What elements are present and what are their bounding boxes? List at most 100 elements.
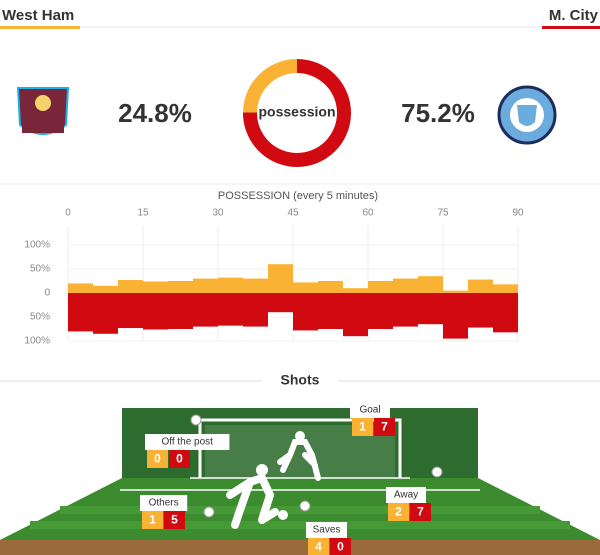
bar — [318, 281, 343, 293]
bar — [368, 293, 393, 329]
stat-value: 2 — [395, 505, 402, 519]
stat-value: 7 — [381, 420, 388, 434]
bar — [468, 279, 493, 293]
stat-box — [388, 503, 409, 521]
bar — [443, 290, 468, 293]
y-tick-label: 50% — [30, 312, 50, 323]
x-tick-label: 75 — [437, 208, 449, 219]
y-tick-label: 100% — [24, 336, 50, 347]
away-team: M. City — [549, 7, 599, 24]
home-team: West Ham — [2, 7, 74, 24]
bar — [143, 293, 168, 330]
stat-label: Off the post — [161, 437, 213, 448]
bar — [318, 293, 343, 329]
possession-chart: 0 15 30 45 60 75 90 100% 50% 0 50% 100% — [24, 208, 524, 347]
bar — [493, 293, 518, 333]
away-arc — [243, 59, 351, 167]
shot-marker — [299, 500, 311, 512]
stat-value: 0 — [337, 540, 344, 554]
shots-title: Shots — [281, 372, 320, 388]
bar — [193, 278, 218, 293]
away-underline — [542, 26, 600, 29]
x-tick-label: 45 — [287, 208, 299, 219]
stat-label-box — [306, 522, 347, 538]
stat-value: 0 — [154, 452, 161, 466]
home-possession: 24.8% — [118, 98, 192, 128]
bar — [118, 280, 143, 293]
x-tick-label: 30 — [212, 208, 224, 219]
chart-title: POSSESSION (every 5 minutes) — [218, 190, 378, 202]
bar — [368, 281, 393, 293]
bar — [168, 293, 193, 329]
bar — [268, 264, 293, 293]
bar — [218, 277, 243, 293]
bar — [293, 293, 318, 331]
home-arc — [243, 59, 298, 113]
stat-label-box — [140, 495, 188, 511]
stat-box — [147, 450, 168, 468]
shot-marker — [190, 414, 202, 426]
bar — [343, 288, 368, 293]
stat-box — [374, 418, 395, 436]
stat-label-box — [386, 487, 426, 503]
donut-label: possession — [258, 104, 335, 120]
x-tick-label: 60 — [362, 208, 374, 219]
bar — [68, 293, 93, 332]
x-tick-label: 0 — [65, 208, 71, 219]
stat-box — [308, 538, 329, 555]
bar — [418, 293, 443, 325]
stat-box — [410, 503, 431, 521]
stat-value: 4 — [315, 540, 322, 554]
bar — [218, 293, 243, 326]
stat-value: 1 — [149, 513, 156, 527]
bar — [393, 293, 418, 327]
bar — [68, 283, 93, 293]
home-underline — [0, 26, 80, 29]
stat-label-box — [350, 402, 390, 418]
bar — [293, 282, 318, 293]
bar — [343, 293, 368, 337]
stat-label: Saves — [313, 525, 341, 536]
y-tick-label: 100% — [24, 240, 50, 251]
stat-label: Away — [394, 490, 418, 501]
bar — [93, 285, 118, 293]
bar — [243, 278, 268, 293]
bar — [468, 293, 493, 328]
bar — [118, 293, 143, 329]
stat-value: 5 — [171, 513, 178, 527]
bar — [193, 293, 218, 327]
x-tick-label: 90 — [512, 208, 524, 219]
stat-value: 1 — [359, 420, 366, 434]
bar — [393, 278, 418, 293]
bar — [493, 284, 518, 293]
stat-box — [164, 511, 185, 529]
y-tick-label: 0 — [44, 288, 50, 299]
shot-marker — [203, 506, 215, 518]
stat-label: Others — [149, 498, 179, 509]
home-crest — [16, 87, 70, 135]
stat-box — [330, 538, 351, 555]
bar — [418, 276, 443, 293]
stat-label: Goal — [359, 405, 380, 416]
stat-value: 7 — [417, 505, 424, 519]
stat-box — [352, 418, 373, 436]
bar — [443, 293, 468, 339]
away-crest — [497, 85, 557, 145]
stat-value: 0 — [176, 452, 183, 466]
stat-box — [169, 450, 190, 468]
stat-label-box — [145, 434, 230, 450]
bar — [93, 293, 118, 334]
away-possession: 75.2% — [401, 98, 475, 128]
shot-marker — [431, 466, 443, 478]
possession-donut — [243, 59, 351, 167]
bar — [268, 293, 293, 313]
stat-box — [142, 511, 163, 529]
x-tick-label: 15 — [137, 208, 149, 219]
bar — [243, 293, 268, 327]
pitch — [0, 408, 600, 555]
bar — [143, 281, 168, 293]
y-tick-label: 50% — [30, 264, 50, 275]
